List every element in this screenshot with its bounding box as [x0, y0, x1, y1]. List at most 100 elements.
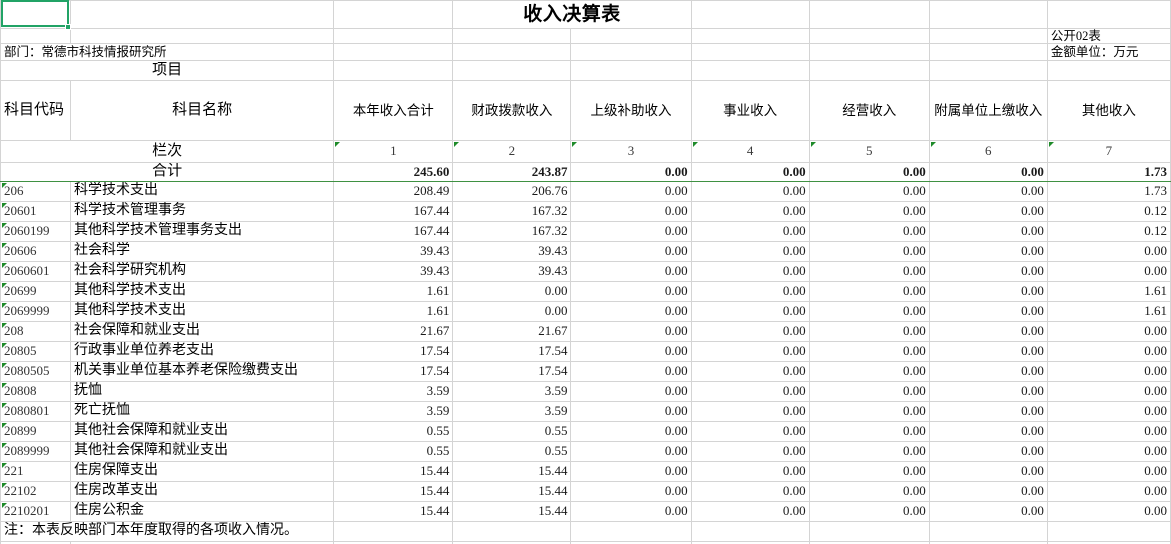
cell-f1[interactable]: [690, 0, 810, 29]
cell-subject-name[interactable]: 社会科学研究机构: [70, 260, 335, 282]
cell-subject-name[interactable]: 其他科学技术管理事务支出: [70, 220, 335, 242]
cell-value-col-6[interactable]: 0.00: [928, 300, 1048, 322]
cell-value-col-7[interactable]: 0.00: [1046, 480, 1171, 502]
cell-c3[interactable]: [333, 43, 454, 62]
cell-b-tail[interactable]: [70, 540, 335, 544]
cell-subject-name[interactable]: 住房改革支出: [70, 480, 335, 502]
cell-h1[interactable]: [928, 0, 1048, 29]
cell-d3[interactable]: [452, 43, 572, 62]
cell-value-col-7[interactable]: 0.00: [1046, 460, 1171, 482]
cell-subject-code[interactable]: 20899: [0, 420, 72, 442]
cell-i1[interactable]: [1046, 0, 1171, 29]
cell-value-col-7[interactable]: 0.12: [1046, 200, 1171, 222]
cell-c-note[interactable]: [333, 520, 454, 542]
cell-value-col-5[interactable]: 0.00: [808, 180, 930, 202]
cell-f4[interactable]: [690, 60, 810, 82]
cell-value-col-4[interactable]: 0.00: [690, 400, 810, 422]
cell-subject-code[interactable]: 2080505: [0, 360, 72, 382]
cell-value-col-7[interactable]: 0.00: [1046, 420, 1171, 442]
cell-subject-name[interactable]: 社会科学: [70, 240, 335, 262]
cell-value-col-4[interactable]: 0.00: [690, 180, 810, 202]
cell-value-col-7[interactable]: 0.00: [1046, 240, 1171, 262]
cell-value-col-3[interactable]: 0.00: [570, 180, 692, 202]
cell-subject-name[interactable]: 住房保障支出: [70, 460, 335, 482]
cell-value-col-1[interactable]: 17.54: [333, 340, 454, 362]
table-row[interactable]: 20899 其他社会保障和就业支出 0.55 0.55 0.00 0.00 0.00 0.00…: [0, 420, 1171, 442]
cell-f2[interactable]: [690, 27, 810, 45]
cell-value-col-7[interactable]: 1.61: [1046, 300, 1171, 322]
cell-subject-name[interactable]: 死亡抚恤: [70, 400, 335, 422]
cell-subject-code[interactable]: 221: [0, 460, 72, 482]
cell-value-col-4[interactable]: 0.00: [690, 240, 810, 262]
cell-value-col-2[interactable]: 15.44: [452, 460, 572, 482]
cell-e3[interactable]: [570, 43, 692, 62]
cell-e-tail[interactable]: [570, 540, 692, 544]
cell-subject-code[interactable]: 2069999: [0, 300, 72, 322]
cell-subject-code[interactable]: 206: [0, 180, 72, 202]
cell-value-col-4[interactable]: 0.00: [690, 480, 810, 502]
cell-value-col-2[interactable]: 0.00: [452, 300, 572, 322]
cell-value-col-3[interactable]: 0.00: [570, 240, 692, 262]
cell-value-col-7[interactable]: 1.73: [1046, 180, 1171, 202]
cell-value-col-1[interactable]: 21.67: [333, 320, 454, 342]
cell-value-col-4[interactable]: 0.00: [690, 500, 810, 522]
table-row[interactable]: 20699 其他科学技术支出 1.61 0.00 0.00 0.00 0.00 0.00 1.6…: [0, 280, 1171, 302]
cell-value-col-2[interactable]: 39.43: [452, 260, 572, 282]
table-row[interactable]: 2080801 死亡抚恤 3.59 3.59 0.00 0.00 0.00 0.00 0.00: [0, 400, 1171, 422]
cell-subject-code[interactable]: 20808: [0, 380, 72, 402]
cell-value-col-6[interactable]: 0.00: [928, 280, 1048, 302]
cell-value-col-7[interactable]: 0.00: [1046, 360, 1171, 382]
cell-subject-name[interactable]: 其他科学技术支出: [70, 280, 335, 302]
cell-value-col-7[interactable]: 0.00: [1046, 320, 1171, 342]
cell-g2[interactable]: [808, 27, 930, 45]
cell-value-col-3[interactable]: 0.00: [570, 280, 692, 302]
cell-value-col-2[interactable]: 3.59: [452, 400, 572, 422]
cell-value-col-2[interactable]: 3.59: [452, 380, 572, 402]
cell-value-col-5[interactable]: 0.00: [808, 240, 930, 262]
cell-value-col-4[interactable]: 0.00: [690, 320, 810, 342]
table-row[interactable]: 20606 社会科学 39.43 39.43 0.00 0.00 0.00 0.00 0.00: [0, 240, 1171, 262]
table-row[interactable]: 206 科学技术支出 208.49 206.76 0.00 0.00 0.00 0.00 1.7…: [0, 180, 1171, 202]
table-row[interactable]: 208 社会保障和就业支出 21.67 21.67 0.00 0.00 0.00 0.00 0.…: [0, 320, 1171, 342]
cell-value-col-4[interactable]: 0.00: [690, 300, 810, 322]
cell-value-col-5[interactable]: 0.00: [808, 280, 930, 302]
cell-g-note[interactable]: [808, 520, 930, 542]
cell-g4[interactable]: [808, 60, 930, 82]
cell-value-col-4[interactable]: 0.00: [690, 420, 810, 442]
cell-value-col-2[interactable]: 167.32: [452, 220, 572, 242]
cell-value-col-5[interactable]: 0.00: [808, 200, 930, 222]
cell-a2[interactable]: [0, 27, 72, 45]
cell-value-col-1[interactable]: 15.44: [333, 500, 454, 522]
cell-value-col-4[interactable]: 0.00: [690, 360, 810, 382]
cell-value-col-5[interactable]: 0.00: [808, 400, 930, 422]
cell-subject-code[interactable]: 208: [0, 320, 72, 342]
cell-value-col-6[interactable]: 0.00: [928, 380, 1048, 402]
cell-value-col-1[interactable]: 167.44: [333, 200, 454, 222]
cell-value-col-6[interactable]: 0.00: [928, 360, 1048, 382]
cell-value-col-6[interactable]: 0.00: [928, 440, 1048, 462]
cell-value-col-1[interactable]: 3.59: [333, 380, 454, 402]
cell-value-col-4[interactable]: 0.00: [690, 280, 810, 302]
cell-f-tail[interactable]: [690, 540, 810, 544]
table-row[interactable]: 2060199 其他科学技术管理事务支出 167.44 167.32 0.00 0.00 0…: [0, 220, 1171, 242]
cell-value-col-4[interactable]: 0.00: [690, 460, 810, 482]
cell-h3[interactable]: [928, 43, 1048, 62]
cell-g1[interactable]: [808, 0, 930, 29]
cell-subject-name[interactable]: 其他社会保障和就业支出: [70, 440, 335, 462]
table-row[interactable]: 20808 抚恤 3.59 3.59 0.00 0.00 0.00 0.00 0.00: [0, 380, 1171, 402]
cell-value-col-7[interactable]: 0.00: [1046, 340, 1171, 362]
cell-value-col-7[interactable]: 1.61: [1046, 280, 1171, 302]
cell-value-col-2[interactable]: 15.44: [452, 480, 572, 502]
cell-subject-code[interactable]: 2060601: [0, 260, 72, 282]
cell-h-note[interactable]: [928, 520, 1048, 542]
cell-b1[interactable]: [70, 0, 335, 29]
cell-value-col-6[interactable]: 0.00: [928, 260, 1048, 282]
cell-subject-code[interactable]: 22102: [0, 480, 72, 502]
cell-value-col-4[interactable]: 0.00: [690, 220, 810, 242]
cell-value-col-6[interactable]: 0.00: [928, 240, 1048, 262]
cell-value-col-6[interactable]: 0.00: [928, 460, 1048, 482]
cell-d4[interactable]: [452, 60, 572, 82]
cell-value-col-6[interactable]: 0.00: [928, 500, 1048, 522]
cell-i4[interactable]: [1046, 60, 1171, 82]
cell-value-col-7[interactable]: 0.00: [1046, 400, 1171, 422]
